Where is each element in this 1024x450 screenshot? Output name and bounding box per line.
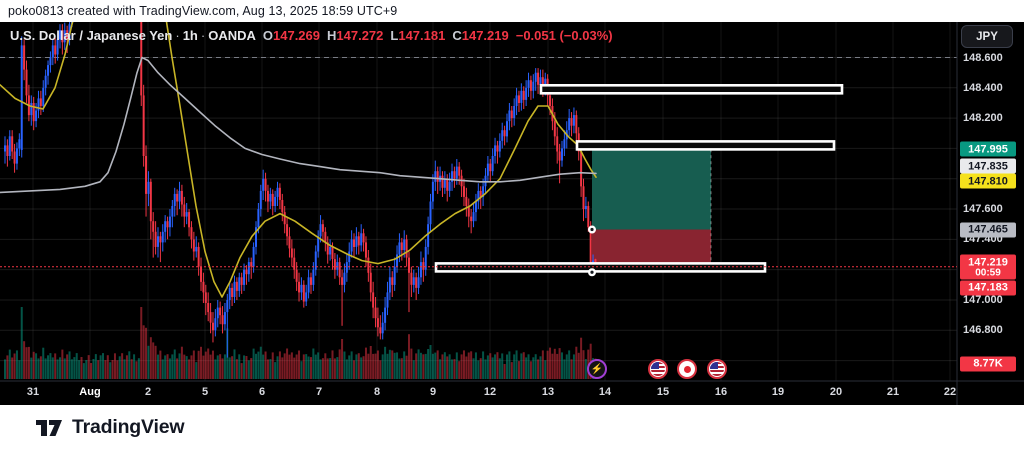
symbol-title: U.S. Dollar / Japanese Yen bbox=[10, 28, 173, 43]
price-badge: 147.835 bbox=[960, 158, 1016, 174]
high-value: 147.272 bbox=[336, 28, 384, 43]
time-tick-label: 16 bbox=[714, 386, 728, 398]
time-tick-label: 13 bbox=[541, 386, 555, 398]
price-tick-label: 147.000 bbox=[963, 293, 1003, 306]
price-badge: 147.465 bbox=[960, 222, 1016, 237]
currency-button[interactable]: JPY bbox=[961, 25, 1013, 48]
time-tick-label: 2 bbox=[144, 386, 152, 398]
high-label: H bbox=[327, 28, 337, 43]
close-value: 147.219 bbox=[461, 28, 509, 43]
time-tick-label: 21 bbox=[886, 386, 900, 398]
record-dot-event-icon[interactable] bbox=[677, 359, 697, 379]
open-label: O bbox=[262, 28, 273, 43]
price-tick-label: 148.600 bbox=[963, 51, 1003, 64]
us-flag-event-icon[interactable] bbox=[707, 359, 727, 379]
time-tick-label: 9 bbox=[429, 386, 437, 398]
legend-separator: · bbox=[200, 28, 206, 43]
us-flag-event-icon[interactable] bbox=[648, 359, 668, 379]
price-badge: 147.183 bbox=[960, 280, 1016, 295]
price-tick-label: 147.600 bbox=[963, 203, 1003, 216]
time-tick-label: 6 bbox=[258, 386, 266, 398]
change-value: −0.051 (−0.03%) bbox=[515, 28, 613, 43]
price-badge: 8.77K bbox=[960, 356, 1016, 371]
tradingview-logo-icon[interactable] bbox=[34, 416, 64, 440]
bar-countdown: 00:59 bbox=[975, 267, 1001, 278]
price-tick-label: 148.400 bbox=[963, 81, 1003, 94]
time-tick-label: 22 bbox=[943, 386, 957, 398]
time-tick-label: 31 bbox=[26, 386, 40, 398]
current-price-value: 147.219 bbox=[968, 256, 1008, 268]
attribution-text: poko0813 created with TradingView.com, A… bbox=[8, 4, 398, 18]
low-label: L bbox=[390, 28, 399, 43]
open-value: 147.269 bbox=[273, 28, 320, 43]
time-tick-label: 20 bbox=[829, 386, 843, 398]
time-tick-label: 19 bbox=[771, 386, 785, 398]
symbol-legend: U.S. Dollar / Japanese Yen · 1h · OANDA O147.… bbox=[10, 28, 613, 43]
symbol-exchange: OANDA bbox=[208, 28, 256, 43]
time-tick-label: 15 bbox=[656, 386, 670, 398]
time-tick-label: 7 bbox=[315, 386, 323, 398]
price-badge: 147.810 bbox=[960, 173, 1016, 189]
low-value: 147.181 bbox=[398, 28, 446, 43]
lightning-event-icon[interactable]: ⚡ bbox=[587, 359, 607, 379]
close-label: C bbox=[452, 28, 462, 43]
symbol-interval: 1h bbox=[182, 28, 198, 43]
price-tick-label: 148.200 bbox=[963, 112, 1003, 125]
footer: TradingView bbox=[0, 405, 1024, 450]
time-tick-label: 5 bbox=[201, 386, 209, 398]
current-price-badge: 147.219 00:59 bbox=[960, 254, 1016, 280]
time-tick-label: 14 bbox=[598, 386, 612, 398]
time-tick-label: 8 bbox=[373, 386, 381, 398]
tradingview-logo-text[interactable]: TradingView bbox=[72, 416, 185, 438]
time-tick-label: Aug bbox=[79, 386, 101, 398]
legend-separator: · bbox=[175, 28, 180, 43]
price-badge: 147.995 bbox=[960, 141, 1016, 157]
price-tick-label: 146.800 bbox=[963, 324, 1003, 337]
time-tick-label: 12 bbox=[483, 386, 497, 398]
